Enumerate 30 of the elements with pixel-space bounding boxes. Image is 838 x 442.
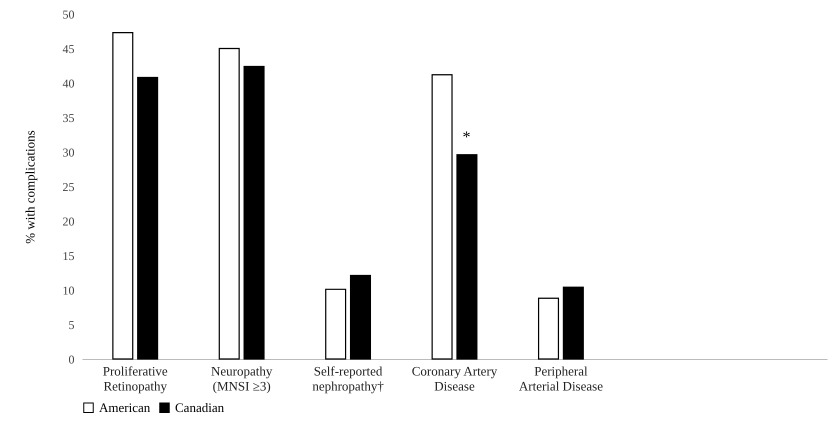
y-tick-label: 45: [62, 42, 74, 56]
y-tick-label: 40: [62, 76, 74, 90]
legend-label: American: [99, 400, 151, 415]
y-tick-label: 35: [62, 111, 74, 125]
y-tick-label: 15: [62, 249, 74, 263]
bar: [350, 274, 372, 360]
y-tick-label: 20: [62, 214, 74, 228]
bar: [218, 48, 240, 360]
bar: [244, 66, 265, 360]
x-tick-label: Neuropathy (MNSI ≥3): [210, 364, 273, 394]
y-tick-label: 0: [68, 352, 74, 366]
bar: [432, 74, 453, 360]
y-tick-label: 50: [62, 8, 74, 22]
y-tick-label: 30: [62, 146, 74, 160]
y-axis-title: % with complications: [22, 130, 38, 244]
x-tick-label: Peripheral Arterial Disease: [518, 364, 604, 394]
bar: [325, 288, 346, 360]
x-tick-label: Self-reported nephropathy†: [312, 364, 384, 394]
y-tick-label: 25: [62, 180, 74, 194]
x-tick-label: Proliferative Retinopathy: [102, 364, 168, 394]
y-tick-label: 5: [68, 318, 74, 332]
x-tick-label: Coronary Artery Disease: [412, 364, 498, 394]
annotation: *: [462, 129, 470, 146]
bar: [456, 154, 478, 360]
bar: [562, 286, 584, 360]
legend-label: Canadian: [175, 400, 225, 415]
bar: [112, 32, 134, 360]
bar: [538, 298, 560, 360]
bar: [137, 76, 158, 360]
y-tick-label: 10: [62, 284, 74, 298]
